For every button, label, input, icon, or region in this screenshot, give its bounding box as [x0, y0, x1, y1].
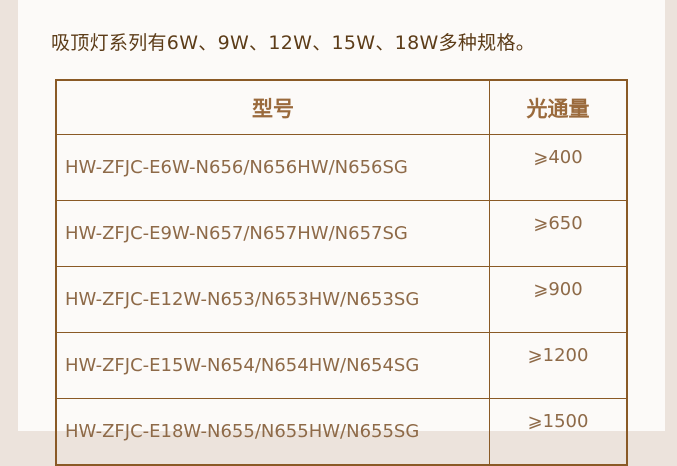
table-row: HW-ZFJC-E6W-N656/N656HW/N656SG ⩾400 — [55, 134, 628, 201]
flux-cell: ⩾1500 — [489, 398, 628, 466]
flux-cell: ⩾900 — [489, 266, 628, 333]
table-row: HW-ZFJC-E18W-N655/N655HW/N655SG ⩾1500 — [55, 398, 628, 466]
model-cell: HW-ZFJC-E12W-N653/N653HW/N653SG — [55, 266, 490, 333]
table-row: HW-ZFJC-E15W-N654/N654HW/N654SG ⩾1200 — [55, 332, 628, 399]
model-cell: HW-ZFJC-E18W-N655/N655HW/N655SG — [55, 398, 490, 466]
model-cell: HW-ZFJC-E6W-N656/N656HW/N656SG — [55, 134, 490, 201]
flux-cell: ⩾400 — [489, 134, 628, 201]
flux-cell: ⩾650 — [489, 200, 628, 267]
flux-cell: ⩾1200 — [489, 332, 628, 399]
spec-table: 型号 光通量 HW-ZFJC-E6W-N656/N656HW/N656SG ⩾40… — [55, 79, 628, 466]
table-row: HW-ZFJC-E12W-N653/N653HW/N653SG ⩾900 — [55, 266, 628, 333]
model-cell: HW-ZFJC-E9W-N657/N657HW/N657SG — [55, 200, 490, 267]
table-header-row: 型号 光通量 — [55, 79, 628, 135]
header-model: 型号 — [55, 79, 490, 135]
page: 吸顶灯系列有6W、9W、12W、15W、18W多种规格。 型号 光通量 HW-Z… — [18, 0, 665, 466]
table-row: HW-ZFJC-E9W-N657/N657HW/N657SG ⩾650 — [55, 200, 628, 267]
header-luminous-flux: 光通量 — [489, 79, 628, 135]
model-cell: HW-ZFJC-E15W-N654/N654HW/N654SG — [55, 332, 490, 399]
page-title: 吸顶灯系列有6W、9W、12W、15W、18W多种规格。 — [51, 32, 536, 54]
